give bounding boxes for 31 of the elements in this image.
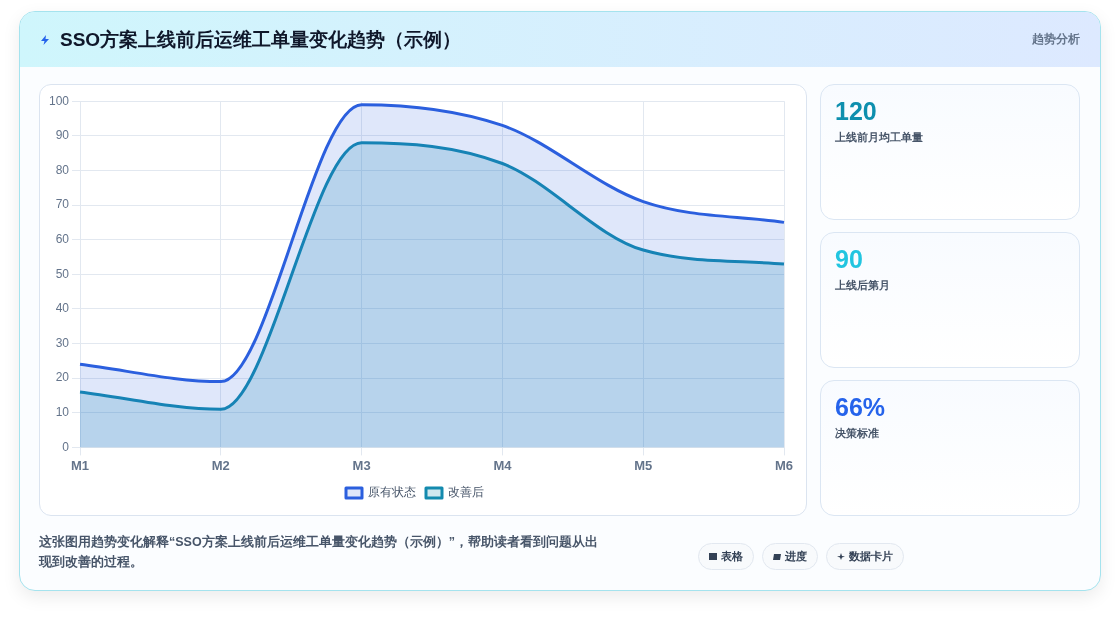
text: 决策标准 — [835, 426, 880, 441]
y-tick-label: 90 — [55, 128, 70, 143]
text: 表格 — [721, 549, 743, 564]
y-tick-label: 10 — [55, 405, 70, 420]
x-tick-label: M4 — [493, 457, 513, 473]
x-tick-label: M6 — [774, 457, 794, 473]
y-tick-label: 80 — [55, 162, 70, 177]
legend-label: 原有状态 — [368, 485, 416, 500]
y-tick-label: 100 — [48, 93, 70, 108]
y-tick-label: 0 — [62, 439, 70, 454]
text: 趋势分析 — [1032, 31, 1080, 48]
legend-label: 改善后 — [448, 485, 484, 500]
text: 数据卡片 — [849, 549, 893, 564]
text: 90 — [835, 245, 864, 274]
text: 上线前月均工单量 — [835, 130, 924, 145]
x-tick-label: M2 — [211, 457, 230, 473]
text: 进度 — [785, 549, 807, 564]
text: 这张图用趋势变化解释“SSO方案上线前后运维工单量变化趋势（示例）”，帮助读者看到问题从出现到改善的过程。 — [39, 533, 599, 571]
x-tick-label: M1 — [70, 457, 90, 473]
text: 120 — [835, 97, 878, 126]
y-tick-label: 20 — [55, 370, 70, 385]
text: 66% — [835, 393, 887, 422]
y-tick-label: 60 — [55, 231, 70, 246]
x-tick-label: M3 — [352, 457, 371, 473]
y-tick-label: 50 — [55, 266, 70, 281]
x-tick-label: M5 — [634, 457, 653, 473]
y-tick-label: 40 — [55, 301, 70, 316]
y-tick-label: 30 — [55, 335, 70, 350]
y-tick-label: 70 — [55, 197, 70, 212]
text: 上线后第月 — [835, 278, 891, 293]
chart-title: SSO方案上线前后运维工单量变化趋势（示例） — [60, 27, 462, 52]
